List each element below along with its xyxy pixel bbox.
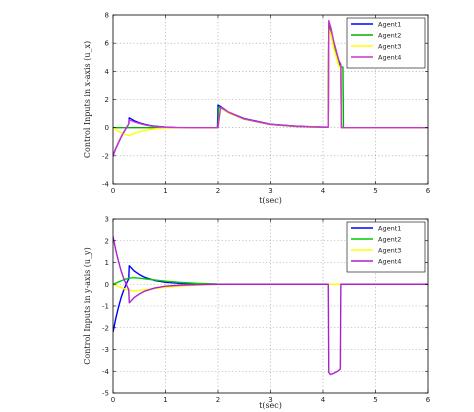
- legend-box: [346, 221, 426, 273]
- x-tick-label: 3: [268, 396, 272, 404]
- y-tick-label: -2: [102, 152, 109, 160]
- series-group: [113, 19, 428, 157]
- x-tick-label: 1: [163, 187, 167, 195]
- x-tick-label: 5: [373, 396, 377, 404]
- y-axis-label: Control Inputs in x-axis (u_x): [83, 41, 92, 158]
- y-tick-label: 8: [105, 12, 109, 20]
- legend-entry: Agent2: [378, 235, 401, 243]
- y-tick-label: 1: [105, 259, 109, 267]
- x-tick-label: 0: [111, 396, 115, 404]
- y-tick-label: 6: [105, 40, 110, 48]
- legend-entry: Agent3: [378, 246, 401, 254]
- y-tick-label: 2: [105, 96, 109, 104]
- y-tick-label: -3: [102, 346, 109, 354]
- y-tick-label: 2: [105, 237, 109, 245]
- x-axis-label: t(sec): [259, 196, 282, 205]
- legend-entry: Agent1: [378, 20, 401, 28]
- y-tick-label: 0: [105, 124, 109, 132]
- legend-entry: Agent1: [378, 224, 401, 232]
- x-tick-label: 2: [216, 187, 220, 195]
- x-tick-label: 6: [426, 187, 431, 195]
- x-tick-label: 2: [216, 396, 220, 404]
- chart-2: 0 1 2 3 4 5 6 3 2 1 0 -1 -2 -3 -4 -5 t(sec) Control Input…: [83, 216, 431, 411]
- y-tick-label: -5: [102, 390, 109, 398]
- legend-entry: Agent4: [378, 53, 401, 61]
- x-tick-label: 4: [321, 396, 326, 404]
- y-tick-label: -2: [102, 324, 109, 332]
- series-line-agent4: [113, 19, 428, 157]
- y-tick-label: 3: [105, 216, 109, 224]
- x-tick-label: 6: [426, 396, 431, 404]
- x-tick-label: 4: [321, 187, 326, 195]
- y-axis-label: Control Inputs in y-axis (u_y): [83, 247, 92, 364]
- legend-entry: Agent3: [378, 42, 401, 50]
- chart-1: 0 1 2 3 4 5 6 8 6 4 2 0 -2 -4 t(sec) Control Inputs in …: [83, 12, 431, 206]
- legend-entry: Agent4: [378, 257, 401, 265]
- y-tick-label: -4: [102, 368, 110, 376]
- x-axis-label: t(sec): [259, 401, 282, 410]
- series-line-agent4: [113, 236, 428, 376]
- legend-box: [346, 17, 426, 69]
- legend: Agent1 Agent2 Agent3 Agent4: [346, 221, 426, 273]
- y-tick-label: -1: [102, 303, 109, 311]
- y-tick-label: 4: [105, 68, 110, 76]
- x-tick-label: 5: [373, 187, 377, 195]
- y-tick-label: -4: [102, 181, 110, 189]
- x-tick-label: 0: [111, 187, 115, 195]
- legend-entry: Agent2: [378, 31, 401, 39]
- x-tick-label: 3: [268, 187, 272, 195]
- x-tick-label: 1: [163, 396, 167, 404]
- y-tick-label: 0: [105, 281, 109, 289]
- legend: Agent1 Agent2 Agent3 Agent4: [346, 17, 426, 69]
- series-group: [113, 236, 428, 376]
